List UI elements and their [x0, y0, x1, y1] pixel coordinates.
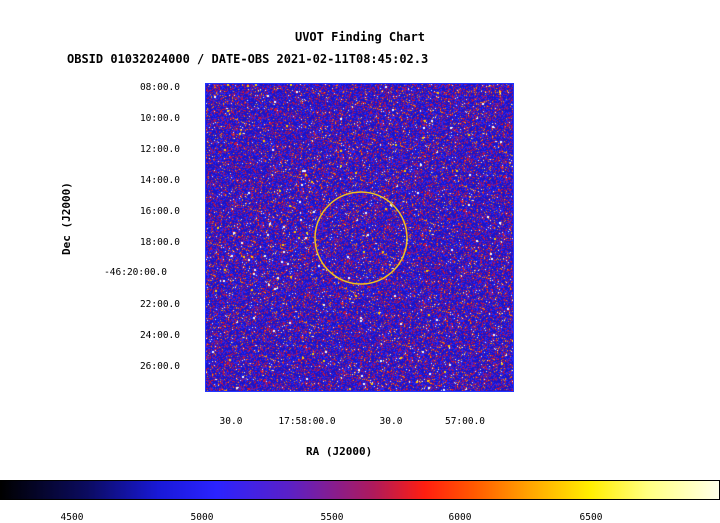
chart-subtitle: OBSID 01032024000 / DATE-OBS 2021-02-11T… [67, 52, 429, 66]
x-axis-label: RA (J2000) [306, 445, 373, 458]
colorbar-tick: 6000 [448, 512, 472, 523]
y-tick: 24:00.0 [139, 330, 180, 341]
y-tick: 18:00.0 [139, 237, 180, 248]
y-tick: -46:20:00.0 [104, 267, 167, 278]
y-tick: 22:00.0 [139, 299, 180, 310]
colorbar-tick: 5500 [320, 512, 344, 523]
sky-field-image [206, 84, 513, 391]
y-tick: 12:00.0 [139, 144, 180, 155]
colorbar-tick: 4500 [60, 512, 84, 523]
y-tick: 26:00.0 [139, 361, 180, 372]
y-axis-label: Dec (J2000) [60, 182, 73, 255]
x-tick: 57:00.0 [444, 416, 486, 427]
image-panel [205, 83, 514, 392]
target-circle [314, 191, 408, 285]
colorbar-tick: 6500 [579, 512, 603, 523]
colorbar-tick: 5000 [190, 512, 214, 523]
x-tick: 17:58:00.0 [278, 416, 336, 427]
y-tick: 08:00.0 [139, 82, 180, 93]
x-tick: 30.0 [219, 416, 243, 427]
colorbar [0, 480, 720, 500]
chart-title: UVOT Finding Chart [294, 30, 426, 44]
y-tick: 14:00.0 [139, 175, 180, 186]
x-tick: 30.0 [379, 416, 403, 427]
target-overlay [314, 191, 408, 285]
y-tick: 10:00.0 [139, 113, 180, 124]
y-tick: 16:00.0 [139, 206, 180, 217]
